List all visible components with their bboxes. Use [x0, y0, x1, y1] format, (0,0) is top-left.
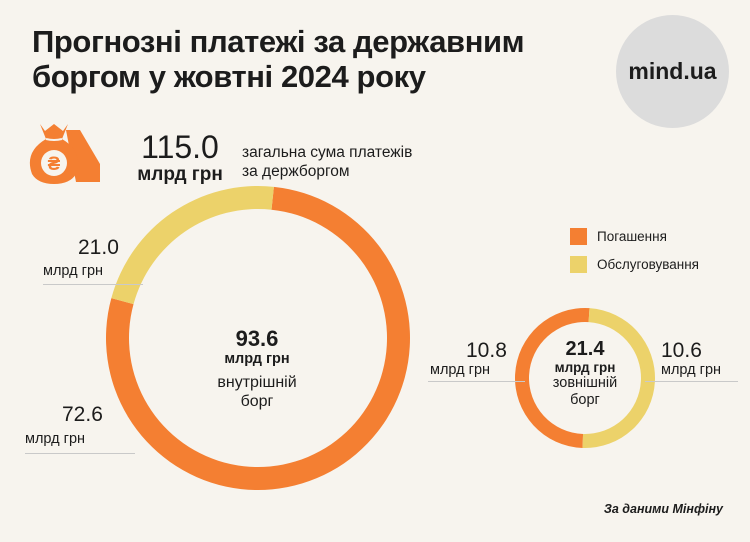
foreign-center-name-line2: борг: [570, 392, 600, 408]
foreign-servicing-slice: [582, 308, 656, 449]
foreign-repayment-value: 10.8: [466, 339, 507, 362]
total-description-line2: за держборгом: [242, 163, 350, 180]
mind-ua-logo[interactable]: mind.ua: [616, 15, 729, 128]
legend: Погашення Обслуговування: [570, 228, 699, 273]
foreign-center-name-line1: зовнішній: [552, 375, 618, 391]
domestic-servicing-slice: [111, 186, 274, 305]
legend-swatch-servicing: [570, 256, 587, 273]
legend-swatch-repayment: [570, 228, 587, 245]
domestic-center-label: 93.6 млрд грн внутрішній борг: [178, 326, 336, 411]
legend-label-repayment: Погашення: [597, 229, 667, 244]
foreign-center-unit: млрд грн: [554, 360, 616, 375]
legend-label-servicing: Обслуговування: [597, 257, 699, 272]
domestic-servicing-leader: [43, 284, 143, 285]
foreign-servicing-leader: [645, 381, 738, 382]
legend-item-servicing: Обслуговування: [570, 256, 699, 273]
foreign-center-label: 21.4 млрд грн зовнішній борг: [527, 338, 643, 409]
domestic-repayment-unit: млрд грн: [25, 431, 86, 447]
legend-item-repayment: Погашення: [570, 228, 699, 245]
foreign-repayment-leader: [428, 381, 525, 382]
domestic-servicing-unit: млрд грн: [43, 263, 104, 279]
page-title: Прогнозні платежі за державним боргом у …: [32, 24, 525, 94]
domestic-center-name-line1: внутрішній: [217, 374, 297, 391]
total-description-line1: загальна сума платежів: [242, 144, 413, 161]
money-bag-hryvnia-icon: ₴: [29, 124, 100, 184]
total-description: загальна сума платежів за держборгом: [242, 143, 472, 181]
svg-text:₴: ₴: [48, 154, 61, 175]
domestic-center-value: 93.6: [235, 326, 279, 351]
foreign-servicing-value: 10.6: [661, 339, 702, 362]
foreign-repayment-slice: [515, 308, 590, 448]
foreign-servicing-unit: млрд грн: [661, 362, 722, 378]
domestic-repayment-value: 72.6: [62, 403, 103, 426]
foreign-repayment-unit: млрд грн: [430, 362, 491, 378]
domestic-repayment-leader: [25, 453, 135, 454]
domestic-center-name-line2: борг: [240, 393, 274, 410]
domestic-center-unit: млрд грн: [224, 351, 290, 367]
total-unit: млрд грн: [137, 164, 223, 185]
source-note: За даними Мінфіну: [603, 502, 723, 516]
domestic-servicing-value: 21.0: [78, 236, 119, 259]
total-value: 115.0: [141, 129, 219, 165]
foreign-center-value: 21.4: [565, 338, 605, 360]
